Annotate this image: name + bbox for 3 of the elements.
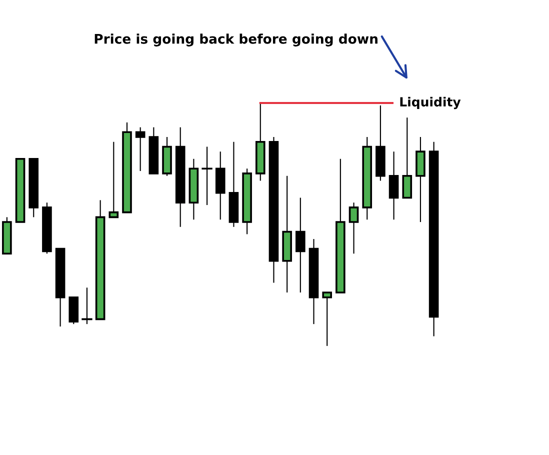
chart-title: Price is going back before going down — [94, 34, 378, 46]
ref-line-label: Liquidity — [400, 96, 461, 110]
candlestick — [348, 202, 359, 254]
